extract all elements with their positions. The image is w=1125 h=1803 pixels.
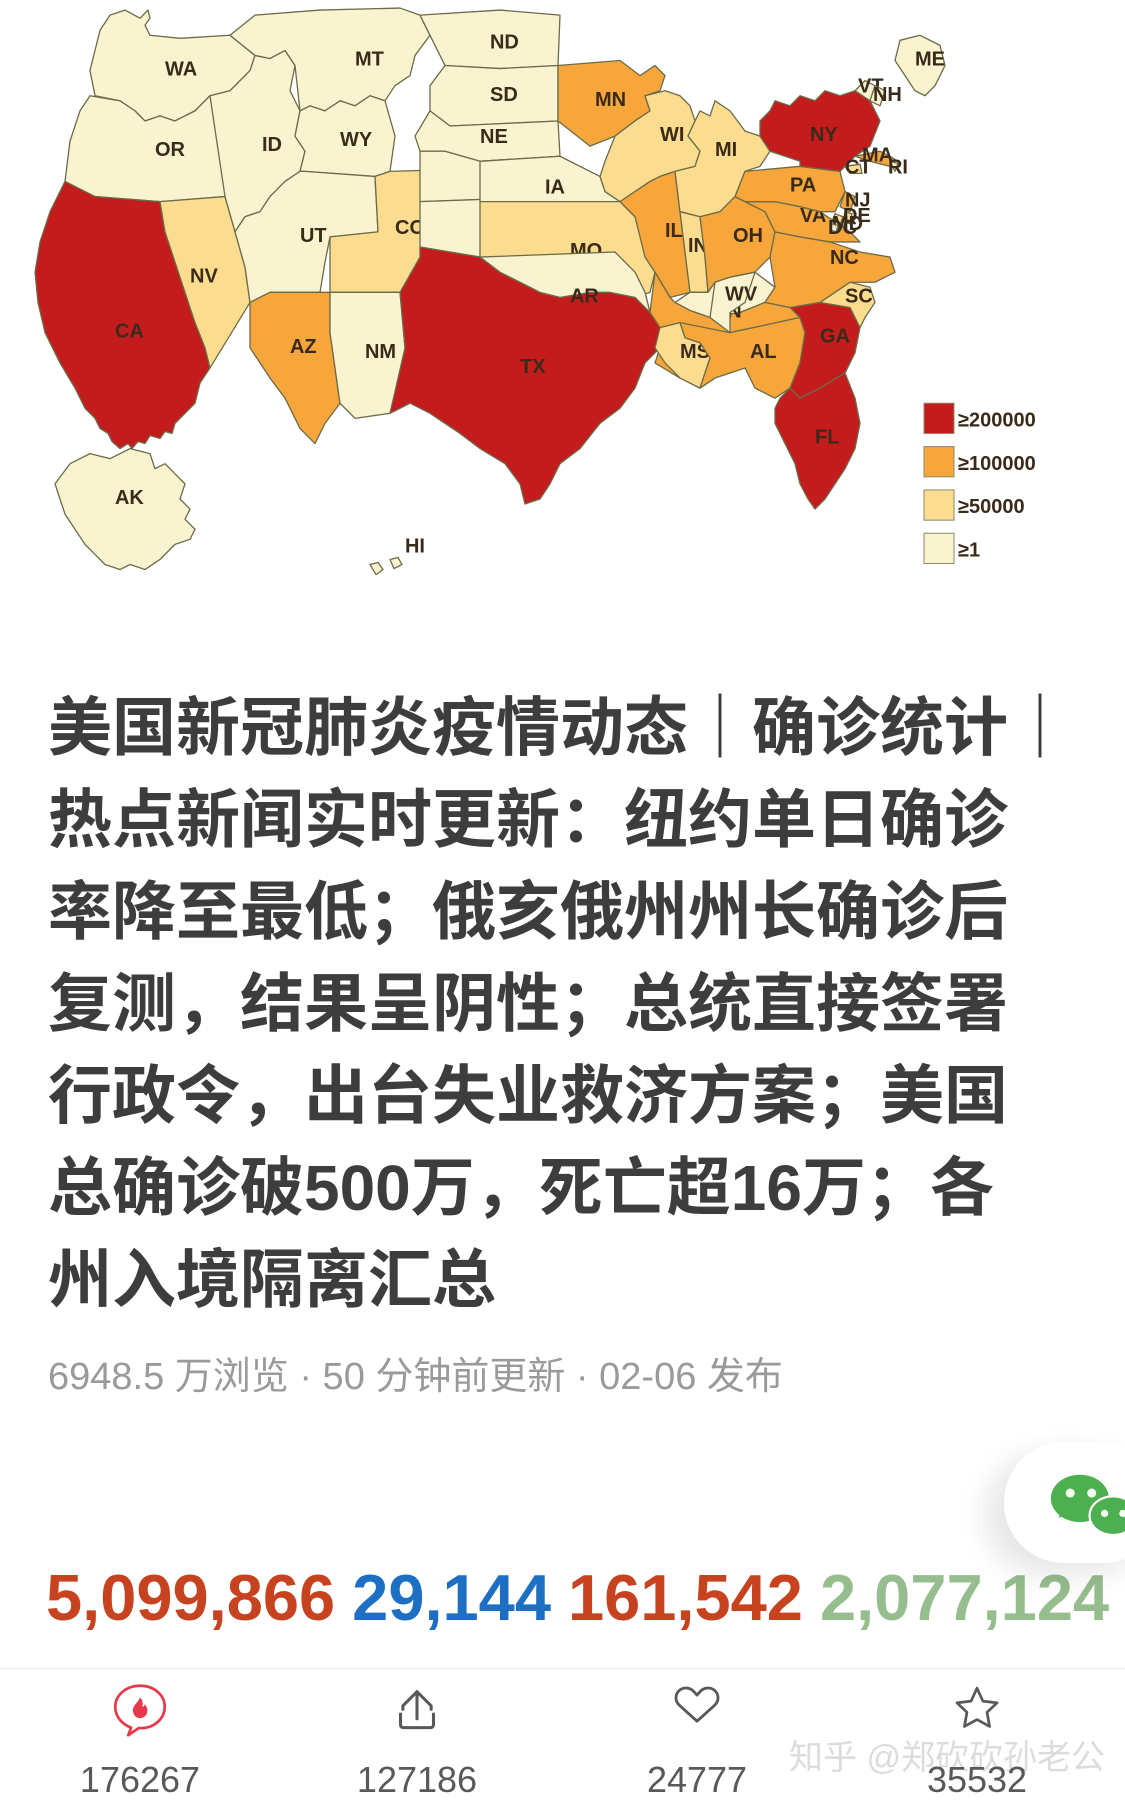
svg-text:MI: MI: [715, 139, 737, 161]
svg-text:NV: NV: [190, 265, 218, 287]
svg-text:HI: HI: [405, 535, 425, 557]
svg-text:AR: AR: [570, 285, 599, 307]
svg-text:NC: NC: [830, 247, 859, 269]
svg-text:IL: IL: [665, 220, 683, 242]
svg-text:SD: SD: [490, 84, 518, 106]
svg-text:GA: GA: [820, 326, 850, 348]
svg-text:IA: IA: [545, 176, 565, 198]
svg-text:MT: MT: [355, 48, 385, 70]
svg-text:≥100000: ≥100000: [958, 453, 1036, 475]
svg-text:NM: NM: [365, 341, 396, 363]
svg-text:OR: OR: [155, 139, 185, 161]
svg-text:≥200000: ≥200000: [958, 409, 1036, 431]
svg-text:ND: ND: [490, 31, 519, 53]
svg-text:NY: NY: [810, 124, 838, 146]
svg-text:AL: AL: [750, 341, 777, 363]
svg-text:ME: ME: [915, 48, 945, 70]
svg-text:WY: WY: [340, 129, 373, 151]
svg-text:RI: RI: [888, 156, 908, 178]
svg-text:CT: CT: [845, 156, 872, 178]
svg-text:SC: SC: [845, 285, 873, 307]
svg-text:ID: ID: [262, 134, 282, 156]
svg-text:≥1: ≥1: [958, 539, 980, 561]
svg-text:AZ: AZ: [290, 336, 317, 358]
svg-text:≥50000: ≥50000: [958, 496, 1025, 518]
svg-text:WI: WI: [660, 124, 684, 146]
svg-text:FL: FL: [815, 426, 839, 448]
svg-text:OH: OH: [733, 225, 763, 247]
svg-text:NH: NH: [873, 84, 902, 106]
svg-text:CA: CA: [115, 321, 144, 343]
svg-text:NE: NE: [480, 126, 508, 148]
svg-text:AK: AK: [115, 487, 144, 509]
svg-text:DC: DC: [828, 217, 857, 239]
svg-text:MN: MN: [595, 89, 626, 111]
svg-text:WV: WV: [725, 283, 758, 305]
svg-text:TX: TX: [520, 356, 546, 378]
svg-text:PA: PA: [790, 174, 816, 196]
svg-text:UT: UT: [300, 225, 327, 247]
svg-text:WA: WA: [165, 59, 197, 81]
